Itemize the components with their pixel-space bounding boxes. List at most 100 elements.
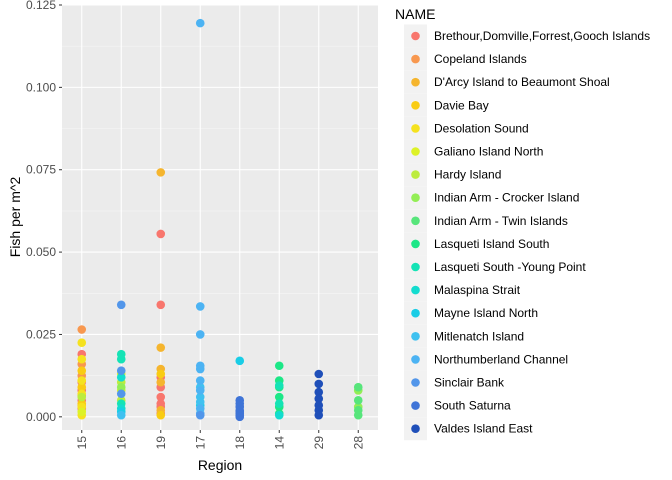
legend-swatch	[411, 332, 420, 341]
legend-label: Hardy Island	[434, 168, 501, 182]
y-tick-label: 0.075	[26, 163, 56, 177]
data-point	[195, 18, 205, 28]
data-point	[314, 379, 324, 389]
data-point	[195, 410, 205, 420]
data-point	[353, 410, 363, 420]
legend-label: Galiano Island North	[434, 145, 543, 159]
legend-label: Brethour,Domville,Forrest,Gooch Islands	[434, 29, 650, 43]
data-point	[77, 366, 87, 375]
y-tick-label: 0.125	[26, 0, 56, 12]
x-axis: 15 16 19 17 18 14 29 28	[75, 430, 365, 450]
legend-label: Indian Arm - Crocker Island	[434, 191, 579, 205]
legend-swatch	[411, 54, 420, 64]
legend-swatch	[411, 147, 420, 156]
data-point	[116, 410, 126, 420]
x-tick-label: 14	[272, 436, 286, 450]
data-point	[116, 300, 126, 310]
legend-swatch	[411, 101, 420, 110]
x-tick-label: 19	[154, 436, 168, 450]
legend-swatch	[411, 170, 420, 179]
data-point	[195, 386, 205, 395]
y-tick-label: 0.100	[26, 80, 56, 94]
x-tick-label: 15	[75, 436, 89, 450]
data-point	[156, 410, 166, 420]
x-tick-label: 17	[193, 436, 207, 450]
y-axis: 0.000 0.025 0.050 0.075 0.100 0.125	[26, 0, 62, 424]
legend-label: Northumberland Channel	[434, 352, 568, 366]
data-point	[77, 354, 87, 364]
y-tick-label: 0.025	[26, 327, 56, 341]
legend-swatch	[411, 31, 420, 41]
legend-swatch	[411, 124, 420, 133]
x-tick-label: 18	[233, 436, 247, 450]
legend-label: D'Arcy Island to Beaumont Shoal	[434, 75, 610, 89]
data-point	[116, 354, 126, 364]
y-tick-label: 0.000	[26, 410, 56, 424]
data-point	[235, 412, 245, 422]
data-point	[274, 361, 284, 371]
data-point	[156, 369, 166, 379]
legend: NAME Brethour,Domville,Forrest,Gooch Isl…	[395, 6, 650, 441]
data-point	[116, 366, 126, 375]
data-point	[314, 394, 324, 404]
data-point	[353, 382, 363, 392]
data-point	[195, 364, 205, 374]
data-point	[116, 372, 126, 382]
legend-swatch	[411, 355, 420, 364]
legend-items: Brethour,Domville,Forrest,Gooch Islands C…	[404, 24, 650, 441]
data-point	[156, 377, 166, 387]
data-point	[274, 399, 284, 408]
data-point	[156, 392, 166, 402]
data-point	[274, 392, 284, 402]
legend-swatch	[411, 401, 420, 410]
plot-panel	[62, 5, 378, 430]
data-point	[274, 381, 284, 390]
data-point	[77, 338, 87, 347]
y-tick-label: 0.050	[26, 245, 56, 259]
legend-label: Mitlenatch Island	[434, 329, 524, 343]
legend-label: Desolation Sound	[434, 121, 529, 135]
legend-swatch	[411, 262, 420, 272]
data-point	[116, 382, 126, 392]
data-point	[77, 376, 87, 385]
legend-label: Valdes Island East	[434, 422, 533, 436]
data-point	[274, 410, 284, 420]
legend-label: Indian Arm - Twin Islands	[434, 214, 568, 228]
data-point	[77, 325, 87, 334]
legend-label: Lasqueti South -Young Point	[434, 260, 586, 274]
data-point	[77, 382, 87, 392]
data-point	[314, 410, 324, 420]
legend-label: Lasqueti Island South	[434, 237, 549, 251]
data-point	[77, 407, 87, 417]
legend-label: Copeland Islands	[434, 52, 527, 66]
data-point	[195, 302, 205, 311]
legend-swatch	[411, 285, 420, 295]
data-point	[195, 330, 205, 339]
legend-label: Mayne Island North	[434, 306, 538, 320]
data-point	[314, 387, 324, 397]
data-point	[156, 168, 166, 177]
data-point	[156, 343, 166, 352]
x-tick-label: 16	[114, 436, 128, 450]
y-axis-title: Fish per m^2	[7, 177, 23, 258]
legend-label: Sinclair Bank	[434, 376, 505, 390]
x-tick-label: 28	[351, 436, 365, 450]
data-point	[156, 229, 166, 239]
legend-swatch	[411, 216, 420, 226]
data-point	[77, 392, 87, 402]
legend-swatch	[411, 378, 420, 387]
legend-swatch	[411, 77, 420, 87]
data-point	[156, 300, 166, 310]
data-point	[314, 369, 324, 379]
legend-label: South Saturna	[434, 399, 511, 413]
legend-label: Malaspina Strait	[434, 283, 521, 297]
data-point	[235, 356, 245, 366]
data-point	[195, 376, 205, 385]
legend-title: NAME	[395, 6, 435, 22]
x-axis-title: Region	[198, 457, 242, 473]
legend-swatch	[411, 239, 420, 249]
data-point	[116, 389, 126, 399]
minor-grid	[62, 45, 378, 376]
data-point	[353, 396, 363, 405]
